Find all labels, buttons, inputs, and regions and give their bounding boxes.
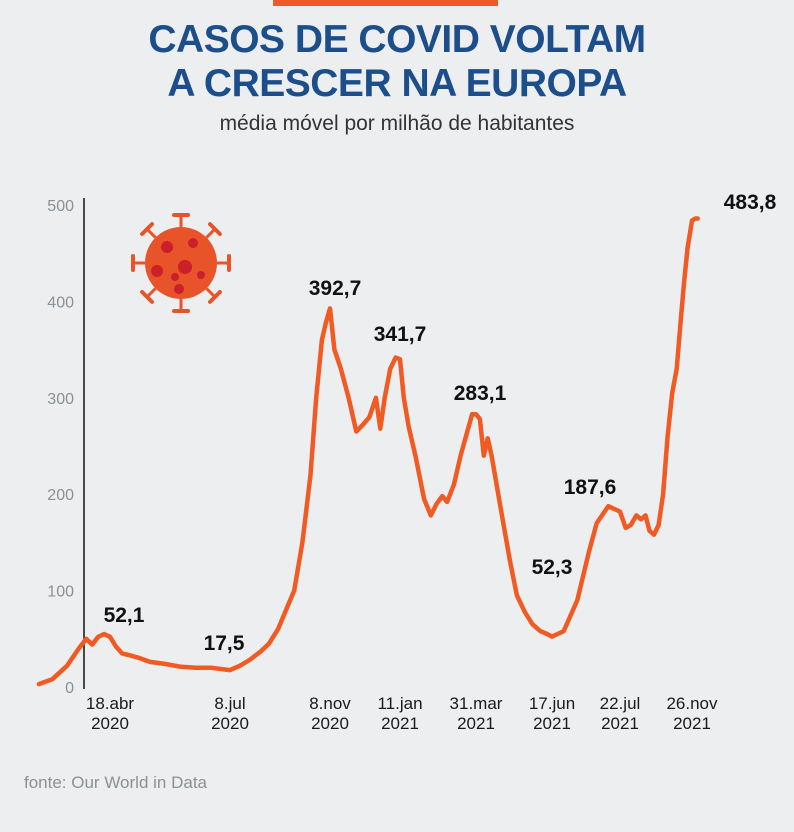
- y-tick-label: 0: [65, 680, 74, 697]
- data-label: 52,1: [104, 604, 145, 627]
- y-tick-label: 300: [47, 391, 74, 408]
- x-tick-label: 11.jan: [377, 694, 422, 713]
- x-tick-year: 2021: [673, 714, 711, 733]
- series-line: [36, 216, 700, 687]
- x-tick-label: 8.jul: [214, 694, 245, 713]
- data-label: 392,7: [309, 277, 362, 300]
- x-axis-ticks: 18.abr20208.jul20208.nov202011.jan202131…: [86, 694, 718, 733]
- x-tick-year: 2021: [601, 714, 639, 733]
- top-accent-bar: [273, 0, 498, 6]
- x-tick-label: 18.abr: [86, 694, 135, 713]
- data-label: 52,3: [532, 556, 573, 579]
- data-label: 187,6: [564, 476, 617, 499]
- chart-title: CASOS DE COVID VOLTAM A CRESCER NA EUROP…: [0, 18, 794, 106]
- coronavirus-icon: [131, 213, 231, 313]
- x-tick-label: 22.jul: [600, 694, 641, 713]
- y-axis-ticks: 0 100 200 300 400 500: [47, 198, 74, 697]
- y-tick-label: 400: [47, 294, 74, 311]
- x-tick-label: 26.nov: [666, 694, 718, 713]
- data-label: 341,7: [374, 323, 427, 346]
- data-labels: 52,1 17,5 392,7 341,7 283,1 52,3 187,6 483,8: [104, 191, 777, 655]
- x-tick-label: 8.nov: [309, 694, 351, 713]
- title-line-1: CASOS DE COVID VOLTAM: [148, 18, 646, 61]
- y-tick-label: 200: [47, 487, 74, 504]
- data-label: 483,8: [724, 191, 777, 214]
- x-tick-year: 2020: [311, 714, 349, 733]
- chart-subtitle: média móvel por milhão de habitantes: [219, 112, 575, 135]
- y-tick-label: 100: [47, 584, 74, 601]
- x-tick-label: 17.jun: [529, 694, 575, 713]
- data-label: 283,1: [454, 382, 507, 405]
- x-tick-year: 2021: [457, 714, 495, 733]
- source-note: fonte: Our World in Data: [24, 773, 207, 792]
- title-line-2: A CRESCER NA EUROPA: [167, 62, 627, 105]
- x-tick-year: 2020: [91, 714, 129, 733]
- y-tick-label: 500: [47, 198, 74, 215]
- x-tick-year: 2021: [381, 714, 419, 733]
- data-label: 17,5: [204, 632, 245, 655]
- x-tick-label: 31.mar: [450, 694, 503, 713]
- x-tick-year: 2021: [533, 714, 571, 733]
- x-tick-year: 2020: [211, 714, 249, 733]
